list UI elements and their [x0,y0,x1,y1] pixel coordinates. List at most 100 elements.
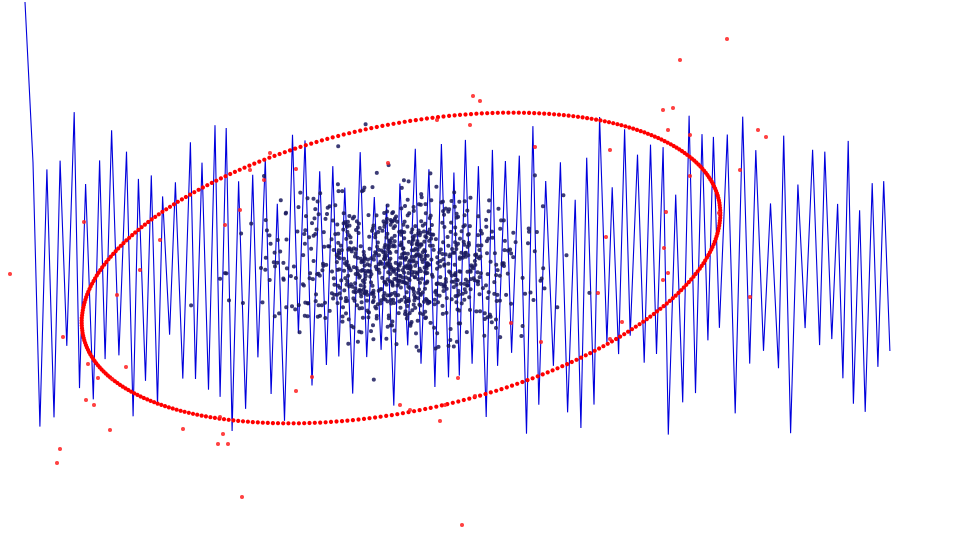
cluster-point [189,303,194,308]
cluster-point [425,271,430,275]
ellipse-point [373,415,378,420]
cluster-point [344,236,349,241]
ellipse-point [545,370,550,375]
cluster-point [373,232,378,237]
cluster-point [446,261,451,266]
cluster-point [442,263,447,268]
cluster-point [296,303,301,308]
cluster-point [423,202,428,207]
cluster-point [358,244,363,249]
ellipse-point [658,306,663,311]
cluster-point [365,298,369,303]
cluster-point [356,231,361,235]
ellipse-point [218,176,223,181]
cluster-point [465,283,470,288]
cluster-point [446,243,451,248]
cluster-point [485,251,489,256]
cluster-point [309,246,314,251]
cluster-point [452,272,457,277]
cluster-point [336,240,341,245]
cluster-point [360,278,365,283]
cluster-point [411,208,416,213]
cluster-point [561,193,566,198]
ellipse-point [495,110,500,115]
cluster-point [462,213,467,218]
cluster-point [323,316,328,320]
cluster-point [345,279,350,284]
cluster-point [295,229,300,234]
cluster-point [389,265,394,270]
cluster-point [424,280,429,285]
cluster-point [472,259,477,263]
cluster-point [405,251,410,256]
outlier-point [608,148,612,152]
outlier-point [748,295,752,299]
outlier-point [223,223,227,227]
cluster-point [391,226,396,230]
cluster-point [457,199,462,204]
cluster-point [371,257,376,262]
ellipse-point [579,355,584,360]
ellipse-point [384,413,389,418]
ellipse-point [142,222,147,227]
cluster-point [394,272,399,277]
cluster-point [429,257,434,262]
ellipse-point [160,209,165,214]
cluster-point [486,209,491,214]
cluster-point [432,325,437,330]
cluster-point [377,226,382,230]
ellipse-point [652,134,657,139]
ellipse-point [149,217,154,222]
cluster-point [497,298,502,303]
cluster-point [307,235,312,240]
ellipse-point [463,112,468,117]
ellipse-point [439,403,444,408]
cluster-point [410,235,415,240]
ellipse-point [298,144,303,149]
cluster-point [451,344,456,349]
cluster-point [434,281,439,286]
ellipse-point [468,112,474,117]
cluster-point [263,255,268,260]
cluster-point [360,268,365,272]
cluster-point [465,279,470,284]
cluster-point [398,285,403,290]
ellipse-point [323,420,328,425]
cluster-point [351,296,356,301]
cluster-point [406,239,411,244]
cluster-point [459,250,464,255]
ellipse-point [228,171,233,177]
cluster-point [449,199,454,203]
cluster-point [409,254,414,259]
cluster-point [456,241,460,246]
cluster-point [419,257,424,262]
cluster-point [473,262,478,267]
outlier-point [294,167,298,171]
cluster-point [490,235,495,240]
ellipse-point [132,391,137,396]
ellipse-point [428,405,433,410]
ellipse-point [339,419,345,424]
ellipse-point [282,150,287,155]
ellipse-point [108,254,113,259]
cluster-point [321,261,325,266]
cluster-point [347,214,352,218]
ellipse-point [247,163,252,168]
cluster-point [387,238,392,243]
cluster-point [379,287,384,292]
ellipse-point [367,416,372,421]
cluster-point [355,225,360,230]
cluster-point [385,293,390,298]
cluster-point [371,377,376,382]
cluster-point [532,173,537,178]
outlier-point [738,168,742,172]
ellipse-point [402,119,407,124]
cluster-point [329,237,334,242]
cluster-point [438,247,443,252]
cluster-point [458,321,463,326]
cluster-point [400,230,405,234]
ellipse-point [307,420,312,426]
cluster-point [408,265,413,270]
cluster-point [293,307,298,312]
cluster-point [346,317,351,322]
